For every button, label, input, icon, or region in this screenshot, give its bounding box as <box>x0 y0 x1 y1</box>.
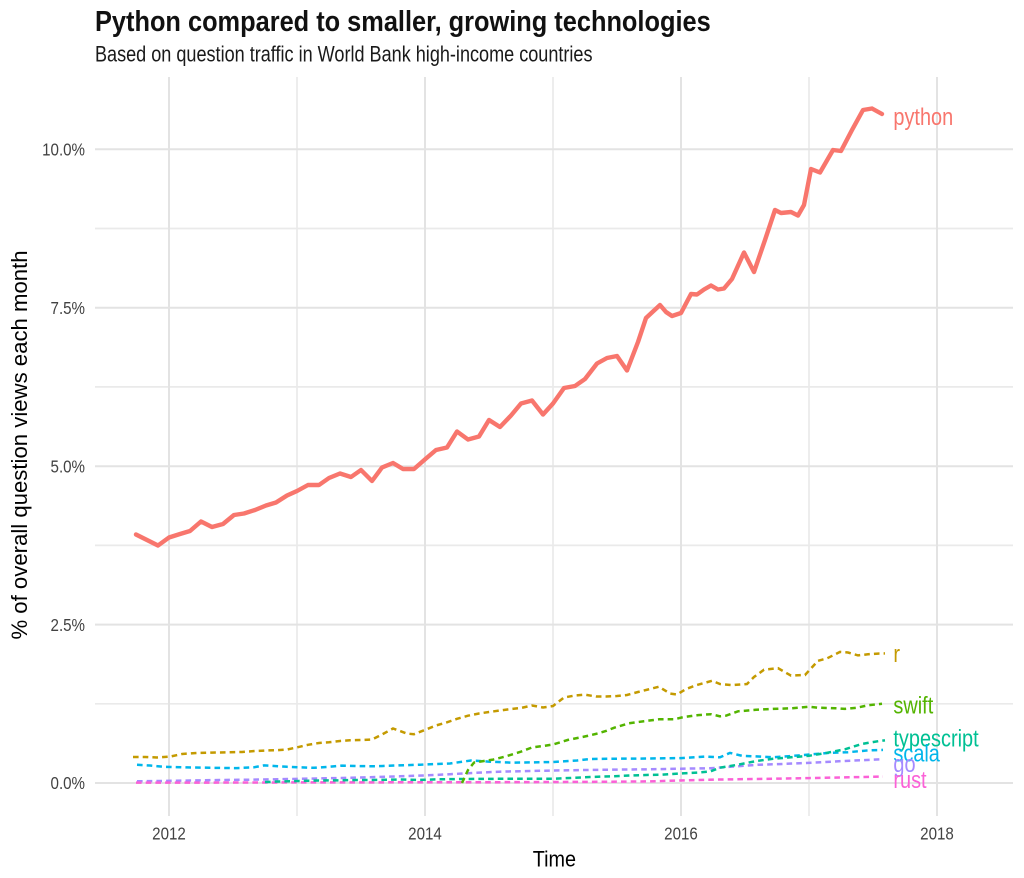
svg-text:scala: scala <box>893 740 940 767</box>
svg-text:2016: 2016 <box>664 824 698 843</box>
svg-text:2.5%: 2.5% <box>51 616 86 635</box>
svg-text:% of overall question views ea: % of overall question views each month <box>7 250 32 639</box>
svg-text:Python compared to smaller, gr: Python compared to smaller, growing tech… <box>95 6 711 38</box>
svg-text:2018: 2018 <box>920 824 954 843</box>
svg-text:10.0%: 10.0% <box>42 140 85 159</box>
svg-text:rust: rust <box>893 766 926 793</box>
svg-text:Time: Time <box>533 847 576 871</box>
svg-text:2012: 2012 <box>152 824 186 843</box>
svg-text:7.5%: 7.5% <box>51 299 86 318</box>
svg-text:typescript: typescript <box>893 725 978 752</box>
svg-text:go: go <box>893 750 915 777</box>
svg-text:5.0%: 5.0% <box>51 457 86 476</box>
svg-text:0.0%: 0.0% <box>51 774 86 793</box>
svg-text:r: r <box>893 640 900 667</box>
svg-text:python: python <box>893 103 953 130</box>
svg-text:2014: 2014 <box>408 824 442 843</box>
svg-text:swift: swift <box>893 692 933 719</box>
svg-text:Based on question traffic in W: Based on question traffic in World Bank … <box>95 42 593 67</box>
